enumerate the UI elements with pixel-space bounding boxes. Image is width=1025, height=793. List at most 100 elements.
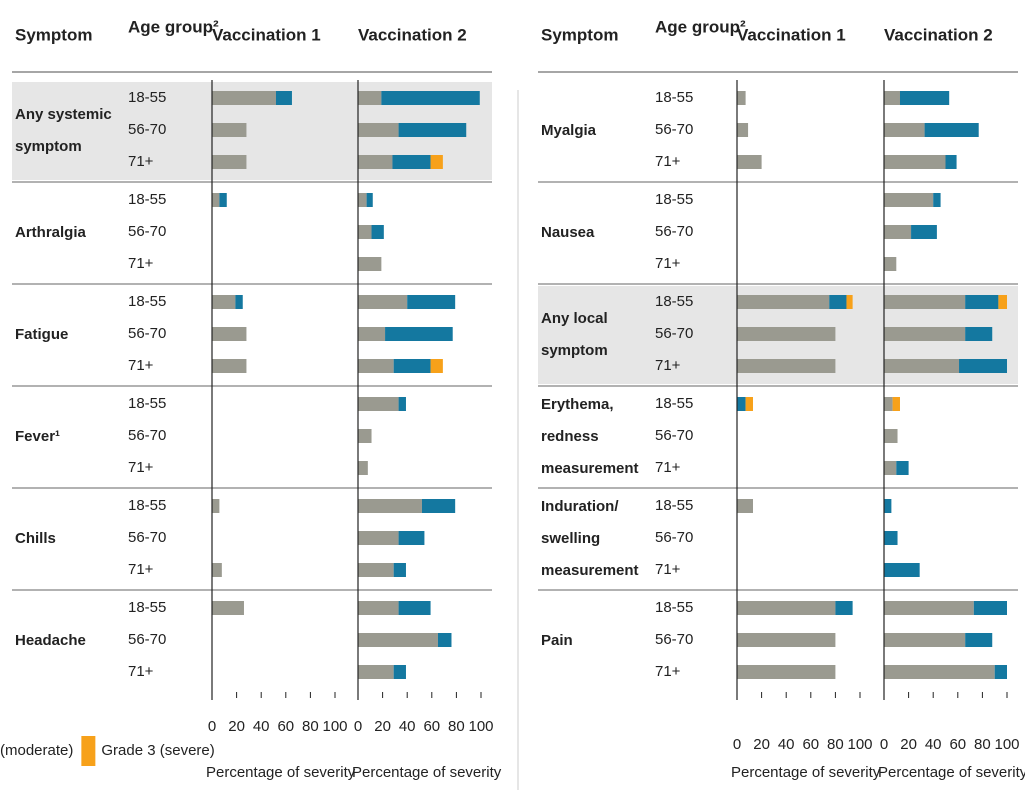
x-tick-label: 0	[354, 718, 362, 735]
bar-segment	[911, 225, 937, 239]
bar-segment	[212, 359, 247, 373]
bar-segment	[358, 155, 393, 169]
bar-segment	[737, 499, 753, 513]
bar-segment	[407, 295, 456, 309]
x-tick-label: 60	[802, 736, 819, 753]
symptom-name: symptom	[15, 138, 82, 155]
bar-segment	[358, 295, 408, 309]
bar-segment	[212, 91, 276, 105]
bar-segment	[884, 155, 946, 169]
bar-segment	[212, 123, 247, 137]
x-axis-label: Percentage of severity	[878, 764, 1025, 781]
bar-segment	[358, 665, 394, 679]
bar-segment	[737, 359, 836, 373]
symptom-name: measurement	[541, 562, 639, 579]
bar-segment	[829, 295, 847, 309]
x-tick-label: 40	[253, 718, 270, 735]
x-tick-label: 40	[399, 718, 416, 735]
x-tick-label: 60	[949, 736, 966, 753]
bar-segment	[398, 397, 406, 411]
x-tick-label: 20	[228, 718, 245, 735]
bar-segment	[737, 295, 830, 309]
age-group: 71+	[128, 663, 154, 680]
symptom-name: Pain	[541, 632, 573, 649]
age-group: 18-55	[128, 395, 166, 412]
symptom-name: Fatigue	[15, 326, 68, 343]
x-tick-label: 20	[900, 736, 917, 753]
bar-segment	[737, 327, 836, 341]
legend-label: Grade 3 (severe)	[101, 742, 214, 759]
bar-segment	[358, 461, 368, 475]
age-group: 71+	[655, 255, 681, 272]
bar-segment	[358, 257, 382, 271]
bar-segment	[381, 91, 480, 105]
bar-segment	[896, 461, 909, 475]
bar-segment	[737, 91, 746, 105]
x-tick-label: 60	[277, 718, 294, 735]
bar-segment	[835, 601, 853, 615]
symptom-name: redness	[541, 428, 599, 445]
age-group: 71+	[655, 663, 681, 680]
bar-segment	[737, 633, 836, 647]
age-group: 18-55	[655, 599, 693, 616]
bar-segment	[884, 461, 897, 475]
age-group: 71+	[655, 459, 681, 476]
x-tick-label: 80	[302, 718, 319, 735]
bar-segment	[212, 327, 247, 341]
bar-segment	[884, 601, 974, 615]
bar-segment	[212, 193, 220, 207]
bar-segment	[358, 91, 382, 105]
age-group: 71+	[128, 153, 154, 170]
header: Symptom	[15, 25, 92, 44]
age-group: 56-70	[128, 631, 166, 648]
bar-segment	[846, 295, 853, 309]
bar-segment	[219, 193, 227, 207]
age-group: 56-70	[655, 325, 693, 342]
bar-segment	[745, 397, 753, 411]
bar-segment	[884, 429, 898, 443]
symptom-name: Induration/	[541, 498, 619, 515]
symptom-name: swelling	[541, 530, 600, 547]
age-group: 56-70	[128, 223, 166, 240]
bar-segment	[421, 499, 456, 513]
bar-segment	[737, 601, 836, 615]
header: Age group²	[655, 17, 746, 36]
bar-segment	[884, 563, 920, 577]
bar-segment	[884, 665, 995, 679]
bar-segment	[392, 155, 431, 169]
symptom-name: Arthralgia	[15, 224, 87, 241]
age-group: 56-70	[655, 121, 693, 138]
x-tick-label: 100	[847, 736, 872, 753]
age-group: 18-55	[128, 89, 166, 106]
age-group: 71+	[655, 357, 681, 374]
header: Vaccination 1	[212, 25, 321, 44]
bar-segment	[884, 359, 960, 373]
symptom-name: Any systemic	[15, 106, 112, 123]
age-group: 18-55	[128, 497, 166, 514]
age-group: 18-55	[655, 497, 693, 514]
bar-segment	[366, 193, 373, 207]
bar-segment	[933, 193, 941, 207]
bar-segment	[737, 665, 836, 679]
bar-segment	[358, 193, 367, 207]
bar-segment	[884, 327, 966, 341]
bar-segment	[358, 563, 394, 577]
age-group: 56-70	[128, 427, 166, 444]
age-group: 18-55	[655, 191, 693, 208]
bar-segment	[275, 91, 292, 105]
age-group: 71+	[655, 153, 681, 170]
bar-segment	[899, 91, 950, 105]
age-group: 56-70	[655, 631, 693, 648]
bar-segment	[924, 123, 979, 137]
age-group: 18-55	[128, 191, 166, 208]
bar-segment	[965, 295, 999, 309]
bar-segment	[235, 295, 243, 309]
bar-segment	[212, 499, 220, 513]
symptom-name: Any local	[541, 310, 608, 327]
age-group: 71+	[128, 357, 154, 374]
bar-segment	[998, 295, 1007, 309]
bar-segment	[385, 327, 453, 341]
bar-segment	[358, 359, 394, 373]
bar-segment	[398, 123, 467, 137]
x-axis-label: Percentage of severity	[731, 764, 881, 781]
